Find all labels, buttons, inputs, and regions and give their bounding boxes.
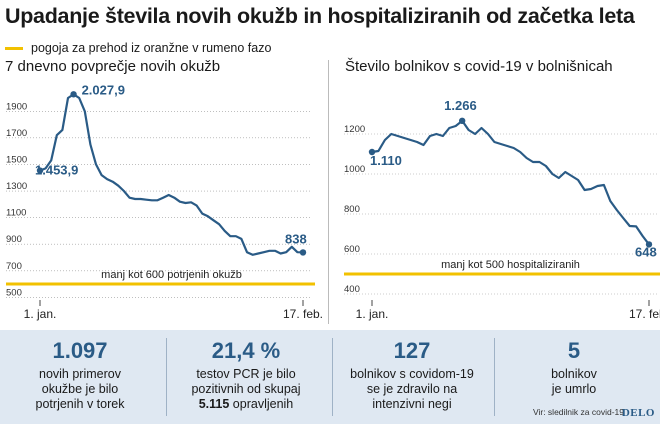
x-tick-label: 17. feb. xyxy=(629,307,660,321)
series-line xyxy=(371,119,650,246)
y-tick-label: 400 xyxy=(344,284,360,295)
stat-divider xyxy=(166,338,167,416)
chart-title-infections: 7 dnevno povprečje novih okužb xyxy=(5,58,221,75)
data-point-marker xyxy=(70,91,77,98)
data-point-label: 1.110 xyxy=(370,153,402,168)
stat-deaths-value: 5 xyxy=(567,338,581,363)
charts-canvas: 500 700 900 1100 1300 1500 1700 1900 manj kot 60… xyxy=(6,82,660,321)
chart-divider xyxy=(328,60,329,324)
chart-title-hospitalized: Število bolnikov s covid-19 v bolnišnica… xyxy=(345,58,613,75)
x-tick-label: 1. jan. xyxy=(24,307,57,321)
y-tick-label: 1300 xyxy=(6,181,27,192)
series-line xyxy=(39,93,304,256)
stat-deaths: 5 bolnikov je umrlo xyxy=(494,330,654,397)
stats-panel: 1.097 novih primerov okužbe je bilo potrje… xyxy=(0,330,660,424)
stat-divider xyxy=(332,338,333,416)
y-tick-label: 800 xyxy=(344,204,360,215)
y-tick-label: 1500 xyxy=(6,154,27,165)
legend: pogoja za prehod iz oranžne v rumeno faz… xyxy=(5,41,271,55)
stat-icu-patients-desc: bolnikov s covidom-19 se je zdravilo na in… xyxy=(350,367,474,411)
y-tick-label: 600 xyxy=(344,244,360,255)
stat-new-cases: 1.097 novih primerov okužbe je bilo potrje… xyxy=(0,330,160,412)
brand-logo: DELO xyxy=(621,407,655,419)
stat-new-cases-desc: novih primerov okužbe je bilo potrjenih v … xyxy=(35,367,125,411)
data-point-marker xyxy=(458,117,466,125)
stat-pcr-positive-value: 21,4 % xyxy=(211,338,281,363)
stat-divider xyxy=(494,338,495,416)
stat-icu-patients: 127 bolnikov s covidom-19 se je zdravilo … xyxy=(332,330,492,412)
threshold-label: manj kot 600 potrjenih okužb xyxy=(101,269,242,281)
data-point-label: 1.453,9 xyxy=(35,163,78,178)
y-tick-label: 1000 xyxy=(344,164,365,175)
y-tick-label: 900 xyxy=(6,234,22,245)
source-note: Vir: sledilnik za covid-19 xyxy=(532,407,624,417)
y-tick-label: 1900 xyxy=(6,101,27,112)
y-tick-label: 1700 xyxy=(6,128,27,139)
x-tick-label: 17. feb. xyxy=(283,307,323,321)
y-tick-label: 500 xyxy=(6,287,22,298)
data-point-label: 648 xyxy=(635,244,657,259)
stat-pcr-positive: 21,4 % testov PCR je bilo pozitivnih od s… xyxy=(166,330,326,412)
threshold-label: manj kot 500 hospitaliziranih xyxy=(441,259,580,271)
stat-icu-patients-value: 127 xyxy=(393,338,431,363)
data-point-label: 838 xyxy=(285,231,307,246)
y-tick-label: 1200 xyxy=(344,124,365,135)
y-tick-label: 1100 xyxy=(6,208,26,219)
legend-line-swatch xyxy=(5,46,23,50)
data-point-label: 1.266 xyxy=(444,98,477,113)
data-point-marker xyxy=(645,241,653,248)
data-point-marker xyxy=(299,249,307,256)
legend-label: pogoja za prehod iz oranžne v rumeno faz… xyxy=(31,41,272,55)
data-point-marker xyxy=(368,148,376,156)
data-point-marker xyxy=(36,167,44,174)
stat-new-cases-value: 1.097 xyxy=(52,338,108,363)
data-point-label: 2.027,9 xyxy=(82,82,125,97)
stat-pcr-positive-desc: testov PCR je bilo pozitivnih od skupaj 5.… xyxy=(191,367,301,411)
x-tick-label: 1. jan. xyxy=(356,307,389,321)
stat-deaths-desc: bolnikov je umrlo xyxy=(551,367,597,396)
y-tick-label: 700 xyxy=(6,261,22,272)
page-title: Upadanje števila novih okužb in hospital… xyxy=(5,4,635,28)
